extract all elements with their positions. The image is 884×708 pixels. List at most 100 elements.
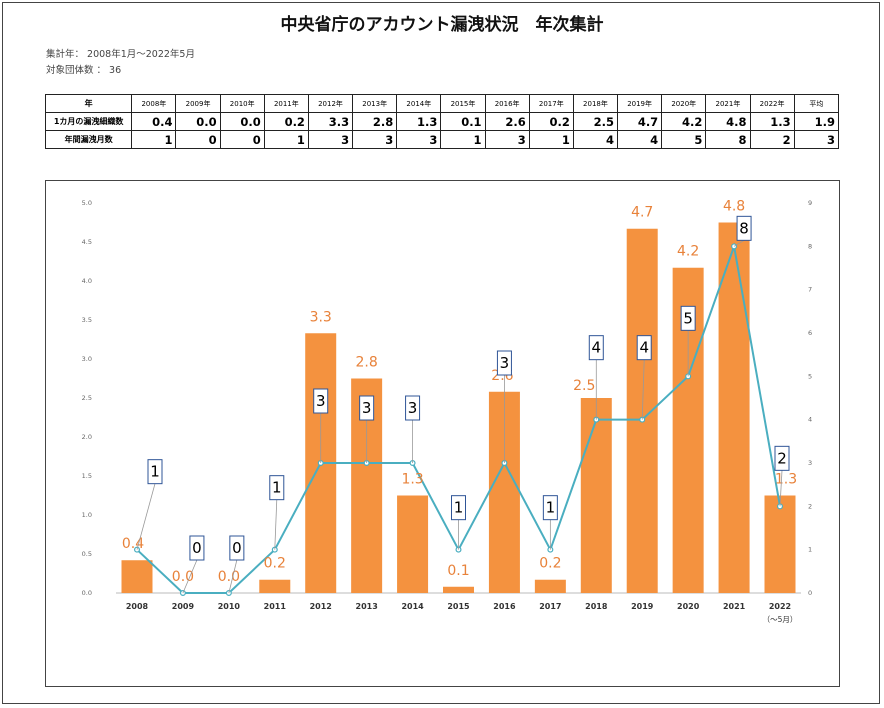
y-right-tick-label: 3 [808, 459, 812, 467]
x-tick-label: 2009 [172, 602, 195, 611]
bar-data-label: 4.8 [723, 199, 745, 215]
table-cell: 0.0 [219, 112, 265, 131]
table-cell: 4 [572, 130, 619, 149]
line-data-label: 0 [192, 539, 202, 557]
callout-leader [228, 559, 238, 594]
line-data-label: 0 [232, 539, 242, 557]
y-left-tick-label: 3.0 [82, 355, 92, 363]
callout-box [313, 388, 329, 414]
callout-box [189, 535, 205, 561]
line-data-label: 2 [777, 449, 787, 467]
table-cell: 0.1 [440, 112, 486, 131]
period-text: 集計年： 2008年1月～2022年5月 [46, 49, 195, 60]
table-header-cell: 2012年 [307, 94, 354, 113]
callout-box [736, 215, 752, 241]
x-tick-sublabel: （～5月） [763, 615, 798, 624]
table-header-cell: 2021年 [705, 94, 751, 113]
line-data-label: 3 [408, 399, 418, 417]
y-left-tick-label: 0.5 [82, 550, 92, 558]
table-header-cell: 2014年 [396, 94, 442, 113]
callout-leader [136, 483, 156, 550]
table-header-cell: 2018年 [572, 94, 619, 113]
line-data-label: 4 [592, 339, 602, 357]
table-cell: 1 [263, 130, 309, 149]
table-header-cell: 2009年 [175, 94, 221, 113]
bar-data-label: 0.0 [218, 569, 240, 585]
callout-box [147, 459, 163, 485]
bar-data-label: 0.2 [264, 556, 286, 572]
bar [121, 560, 153, 593]
table-cell: 8 [705, 130, 751, 149]
table-cell: 2.6 [484, 112, 530, 131]
bar [764, 495, 796, 593]
combo-chart: 0.0 0.5 1.0 1.5 2.0 2.5 3.0 3.5 4.0 4.5 5.0 0 1 2 3 4 5 6… [82, 199, 812, 625]
y-left-tick-label: 2.0 [82, 433, 92, 441]
bar [718, 222, 750, 593]
callout-box [774, 445, 790, 471]
x-tick-label: 2017 [539, 602, 561, 611]
table-header-row: 年 2008年 2009年 2010年 2011年 2012年 2013年 2014年 201… [44, 94, 840, 113]
y-right-tick-label: 0 [808, 589, 812, 597]
table-cell: 0 [175, 130, 221, 149]
bar [443, 586, 474, 593]
table-cell: 3.3 [307, 112, 354, 131]
callout-leader [182, 559, 198, 594]
y-right-tick-label: 7 [808, 286, 812, 294]
bar-data-label: 3.3 [310, 309, 332, 325]
callout-box [405, 395, 421, 421]
table-header-cell: 2019年 [617, 94, 663, 113]
x-tick-label: 2022 [769, 602, 791, 611]
table-cell: 4.7 [617, 112, 663, 131]
y-right-tick-label: 5 [808, 372, 812, 380]
x-tick-label: 2008 [126, 602, 149, 611]
table-cell: 1.9 [793, 112, 840, 131]
table-cell: 0.0 [175, 112, 221, 131]
table-header-cell: 年 [44, 94, 133, 113]
line-data-label: 1 [454, 499, 464, 517]
chart-panel: 0.0 0.5 1.0 1.5 2.0 2.5 3.0 3.5 4.0 4.5 5.0 0 1 2 3 4 5 6… [45, 180, 840, 687]
y-right-tick-label: 9 [808, 199, 812, 207]
y-left-tick-label: 4.5 [82, 238, 92, 246]
bar-data-label: 0.4 [122, 536, 144, 552]
table-cell: 1 [440, 130, 486, 149]
table-header-cell: 2010年 [219, 94, 265, 113]
table-cell: 3 [307, 130, 354, 149]
x-tick-label: 2020 [677, 602, 700, 611]
x-tick-label: 2015 [447, 602, 470, 611]
x-tick-label: 2021 [723, 602, 746, 611]
table-cell: 0.2 [263, 112, 309, 131]
table-row: 1カ月の漏洩細織数 0.4 0.0 0.0 0.2 3.3 2.8 1.3 0.1 2.6 0.2… [44, 112, 840, 131]
y-right-tick-label: 4 [808, 416, 812, 424]
line-data-label: 1 [272, 479, 282, 497]
table-cell: 2.5 [572, 112, 619, 131]
table-cell: 0.2 [528, 112, 574, 131]
callout-leader [274, 499, 278, 550]
x-tick-label: 2012 [310, 602, 332, 611]
bar [580, 398, 612, 593]
bar-data-label: 0.0 [172, 569, 194, 585]
table-header-cell: 2013年 [352, 94, 398, 113]
table-header-cell: 2015年 [440, 94, 486, 113]
bar-data-label: 1.3 [775, 472, 797, 488]
bar-data-label: 4.2 [677, 244, 699, 260]
table-cell: 2.8 [352, 112, 398, 131]
x-tick-label: 2019 [631, 602, 654, 611]
row-label: 1カ月の漏洩細織数 [44, 112, 133, 131]
bar-data-label: 4.7 [631, 205, 653, 221]
bar-data-label: 0.2 [539, 556, 561, 572]
table-header-cell: 平均 [793, 94, 840, 113]
y-left-tick-label: 1.5 [82, 472, 92, 480]
bar [259, 579, 291, 593]
line-data-label: 3 [362, 399, 372, 417]
callout-box [542, 495, 558, 521]
table-header-cell: 2011年 [263, 94, 309, 113]
callout-box [359, 395, 375, 421]
y-right-tick-label: 6 [808, 329, 812, 337]
y-left-tick-label: 0.0 [82, 589, 92, 597]
x-tick-label: 2016 [493, 602, 516, 611]
line-data-label: 5 [683, 309, 693, 327]
bar [397, 495, 429, 593]
table-cell: 3 [352, 130, 398, 149]
callout-box [451, 495, 466, 521]
